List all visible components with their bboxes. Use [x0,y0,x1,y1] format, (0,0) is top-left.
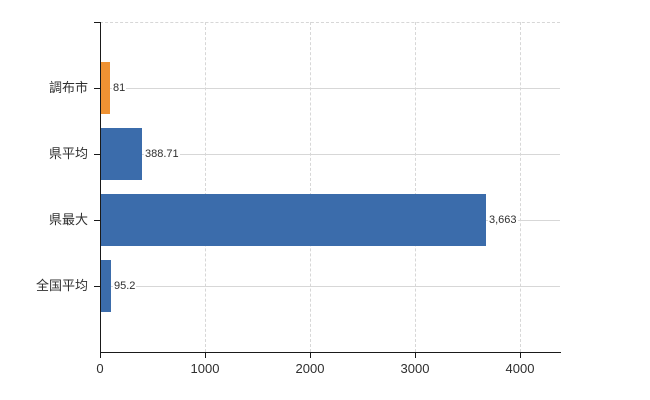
gridline-vertical [415,22,416,352]
gridline-vertical [310,22,311,352]
x-tick-label: 2000 [295,361,325,376]
value-label: 388.71 [144,147,180,161]
value-label: 95.2 [113,279,137,293]
gridline-horizontal [100,286,560,287]
value-label: 81 [112,81,127,95]
x-tick-label: 1000 [190,361,220,376]
y-axis-line [100,22,101,353]
y-tick [94,220,100,221]
y-axis-top-tick [94,22,100,23]
bar [101,62,110,114]
gridline-horizontal [100,154,560,155]
gridline-horizontal [100,88,560,89]
x-axis-line [100,352,561,353]
plot-top-border [100,22,560,23]
x-tick [520,352,521,358]
x-tick [310,352,311,358]
x-tick-label: 3000 [400,361,430,376]
value-label: 3,663 [488,213,518,227]
bar [101,260,111,312]
y-tick [94,154,100,155]
x-tick-label: 4000 [505,361,535,376]
category-label: 県平均 [48,146,88,161]
gridline-vertical [520,22,521,352]
x-tick [100,352,101,358]
bar [101,194,486,246]
category-label: 県最大 [48,212,88,227]
x-tick [415,352,416,358]
x-tick-label: 0 [96,361,104,376]
y-tick [94,286,100,287]
x-tick [205,352,206,358]
bar [101,128,142,180]
gridline-vertical [205,22,206,352]
category-label: 全国平均 [35,278,88,293]
y-tick [94,88,100,89]
category-label: 調布市 [48,80,88,95]
